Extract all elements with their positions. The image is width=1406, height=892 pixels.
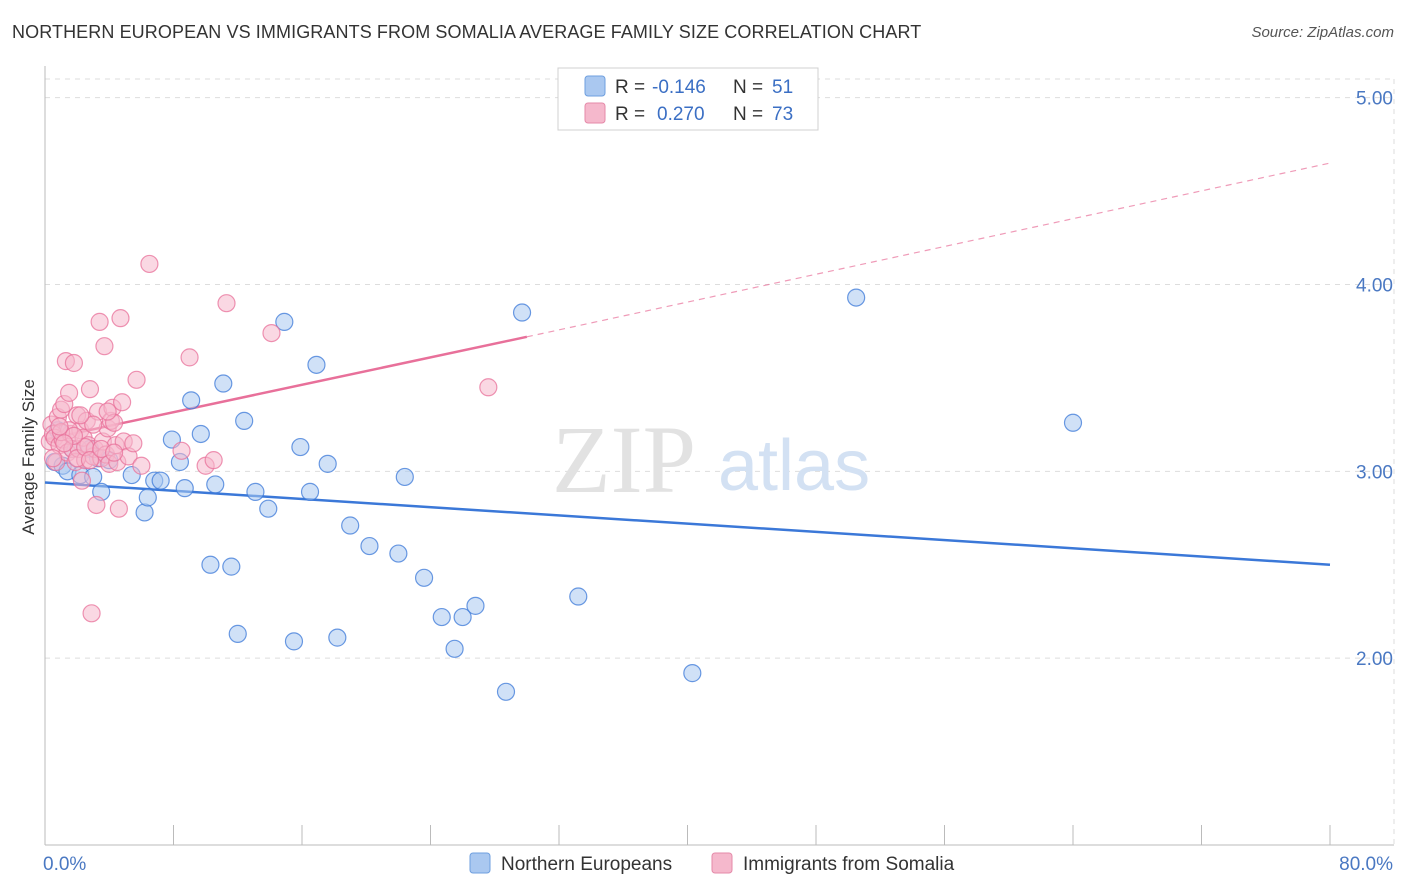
point-blue-10 [135,503,154,522]
point-pink-68 [104,443,124,462]
point-blue-20 [206,475,225,494]
point-pink-55 [204,451,223,470]
point-blue-25 [246,482,265,501]
y-tick-label-3: 5.00 [1356,89,1393,110]
y-tick-label-2: 4.00 [1356,276,1393,297]
point-blue-45 [683,664,702,683]
point-pink-57 [262,323,281,343]
point-blue-39 [432,607,451,627]
point-pink-45 [112,393,132,412]
point-pink-51 [140,254,159,274]
point-blue-42 [496,682,516,701]
point-blue-23 [228,624,247,643]
y-axis-title: Average Family Size [19,379,38,535]
point-pink-12 [59,383,79,402]
point-pink-71 [50,417,69,436]
legend-r-value-1: -0.146 [652,77,706,98]
legend-n-value-1: 51 [772,77,793,98]
point-pink-58 [479,378,498,397]
point-pink-52 [172,441,191,460]
chart-title: NORTHERN EUROPEAN VS IMMIGRANTS FROM SOM… [12,22,922,42]
legend-n-label-2: N = [733,104,763,125]
point-blue-17 [182,391,201,410]
point-blue-33 [328,628,347,647]
watermark-atlas: atlas [718,426,870,506]
x-tick-label-0: 0.0% [43,854,86,875]
watermark-zip: ZIP [552,406,696,513]
legend-r-value-2: 0.270 [657,104,705,125]
tick-label-layer: 2.00 3.00 4.00 5.00 0.0% 80.0% [43,89,1393,875]
point-blue-11 [138,488,157,507]
series-legend-label-somalia: Immigrants from Somalia [743,854,955,875]
legend-r-label-1: R = [615,77,645,98]
point-blue-37 [395,467,414,487]
legend-n-value-2: 73 [772,104,793,125]
point-blue-27 [275,312,294,331]
point-blue-48 [445,639,464,658]
point-blue-31 [307,355,326,374]
point-blue-18 [191,424,210,444]
point-blue-43 [512,303,532,322]
point-pink-43 [109,499,128,518]
point-blue-36 [389,544,408,563]
points-layer [40,254,1083,701]
point-blue-13 [151,471,170,490]
series-legend-label-northern-europeans: Northern Europeans [501,854,672,875]
point-pink-50 [132,456,151,475]
point-blue-22 [222,557,241,576]
point-pink-25 [80,380,100,399]
point-blue-38 [414,568,434,587]
point-blue-19 [201,555,220,574]
point-pink-15 [64,353,84,373]
point-blue-46 [847,288,866,307]
point-pink-20 [72,471,92,490]
point-blue-30 [300,482,320,501]
point-blue-44 [569,587,588,606]
point-pink-31 [90,312,109,331]
point-pink-49 [127,370,146,389]
series-legend: Northern Europeans Immigrants from Somal… [469,852,955,875]
point-blue-21 [214,374,233,393]
point-blue-16 [175,479,194,498]
correlation-legend: R = -0.146 N = 51 R = 0.270 N = 73 [557,67,819,131]
point-pink-66 [80,451,100,470]
series-legend-swatch-blue [469,852,491,874]
point-blue-26 [259,499,278,518]
point-pink-62 [84,415,103,434]
legend-swatch-blue [584,75,606,97]
point-blue-29 [291,437,310,457]
legend-n-label-1: N = [733,77,763,98]
point-pink-56 [217,294,236,313]
trend-extension-pink [526,162,1331,338]
point-blue-24 [235,411,254,430]
series-legend-swatch-pink [711,852,733,874]
point-pink-72 [98,402,117,421]
y-tick-label-0: 2.00 [1356,649,1393,670]
source-label: Source: ZipAtlas.com [1251,24,1394,41]
point-pink-63 [43,449,63,468]
point-pink-34 [95,337,114,356]
point-blue-28 [284,632,304,651]
point-pink-44 [111,309,130,328]
point-blue-35 [360,536,379,556]
point-blue-40 [453,607,472,627]
grid-layer [45,78,1395,845]
y-tick-label-1: 3.00 [1356,462,1393,483]
point-blue-47 [1063,413,1083,432]
point-pink-29 [87,495,106,515]
point-pink-26 [82,604,101,623]
point-blue-32 [318,454,337,473]
legend-swatch-pink [584,102,606,124]
point-pink-69 [55,434,74,453]
point-pink-70 [71,406,90,425]
point-pink-53 [180,348,199,367]
trend-line-pink [44,335,528,441]
point-blue-34 [341,516,360,535]
point-pink-48 [124,434,143,453]
x-tick-label-1: 80.0% [1339,854,1393,875]
point-blue-41 [466,596,485,615]
legend-r-label-2: R = [615,104,645,125]
